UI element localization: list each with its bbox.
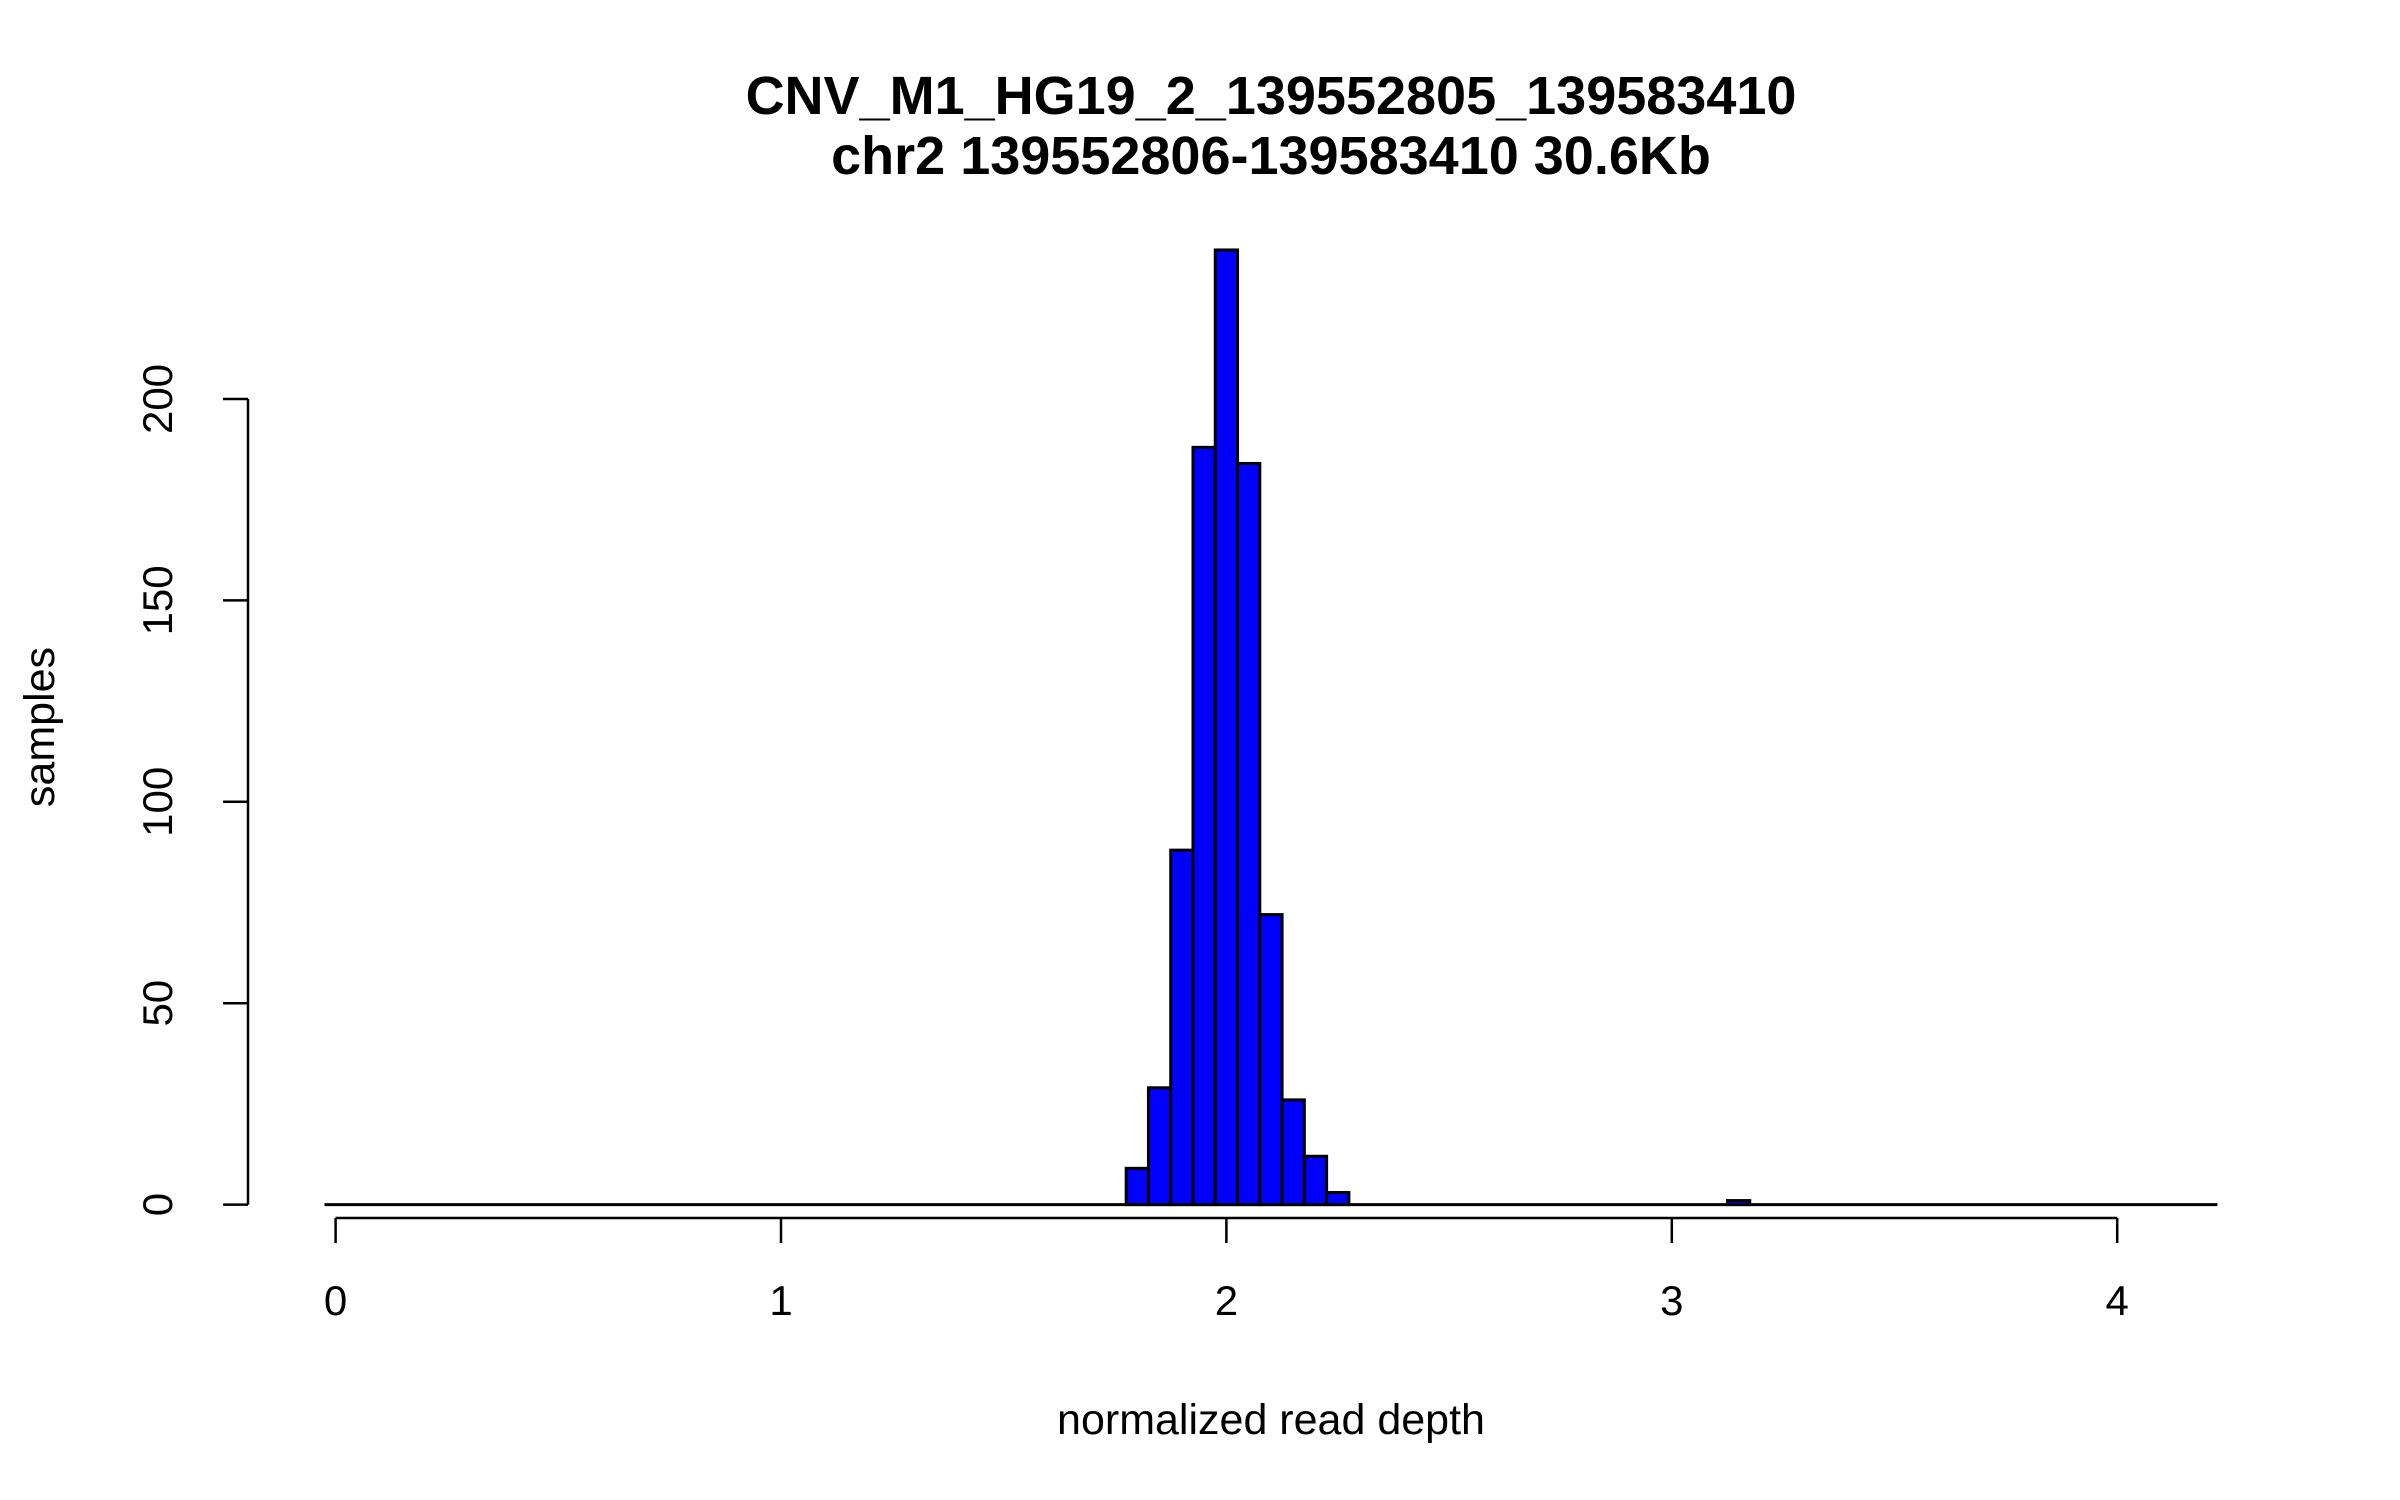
histogram-bar	[1725, 1199, 1752, 1207]
histogram-bar	[1325, 1191, 1351, 1207]
histogram-bar	[1213, 248, 1240, 1207]
histogram-bar	[1146, 1086, 1173, 1207]
y-tick-label: 100	[134, 767, 181, 837]
y-tick-label: 50	[134, 980, 181, 1027]
chart-title: CNV_M1_HG19_2_139552805_139583410	[746, 66, 1797, 126]
histogram-bar	[1302, 1154, 1329, 1207]
x-tick-label: 2	[1215, 1277, 1238, 1324]
histogram-bar	[1236, 461, 1262, 1207]
y-tick-label: 150	[134, 565, 181, 635]
y-tick-label: 200	[134, 364, 181, 434]
x-tick-label: 4	[2106, 1277, 2129, 1324]
x-axis: 0 1 2 3 4	[324, 1216, 2129, 1324]
histogram-bar	[1258, 913, 1284, 1207]
histogram-bar	[1124, 1166, 1150, 1207]
y-axis: 0 50 100 150 200	[134, 364, 250, 1216]
x-tick-label: 3	[1660, 1277, 1683, 1324]
y-axis-label: samples	[16, 647, 64, 807]
y-tick-label: 0	[134, 1193, 181, 1216]
chart-subtitle: chr2 139552806-139583410 30.6Kb	[831, 126, 1711, 186]
histogram-bar	[1169, 848, 1195, 1207]
x-tick-label: 0	[324, 1277, 347, 1324]
histogram-bar	[1191, 445, 1217, 1207]
x-tick-label: 1	[769, 1277, 792, 1324]
bars	[324, 248, 2218, 1207]
histogram-bar	[1280, 1098, 1306, 1207]
x-axis-label: normalized read depth	[1057, 1396, 1485, 1444]
